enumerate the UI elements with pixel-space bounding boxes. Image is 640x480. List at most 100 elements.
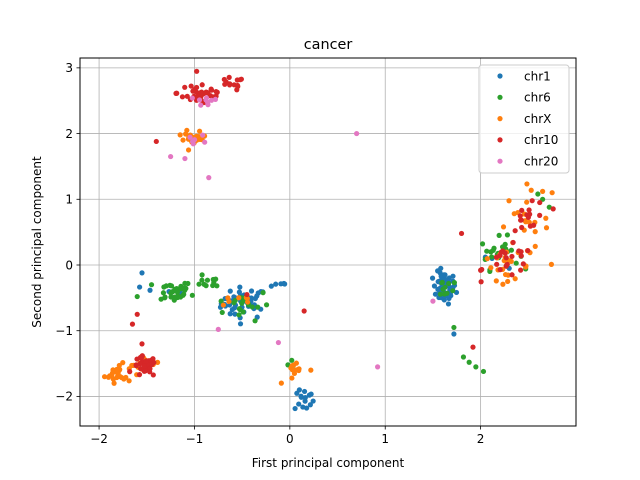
data-point-chr6: [240, 309, 246, 315]
data-point-chr10: [509, 253, 515, 260]
data-point-chr10: [150, 372, 156, 378]
data-point-chr10: [188, 83, 194, 89]
data-point-chr6: [535, 191, 541, 197]
data-point-chr10: [184, 93, 190, 99]
data-point-chr10: [173, 90, 179, 96]
data-point-chrX: [493, 278, 499, 284]
data-point-chr10: [550, 206, 556, 212]
data-point-chr10: [537, 199, 543, 206]
data-point-chr10: [498, 249, 504, 255]
data-point-chr20: [205, 102, 211, 108]
data-point-chr1: [229, 306, 235, 313]
data-point-chrX: [511, 211, 517, 217]
y-tick-label: 1: [65, 193, 73, 207]
data-point-chr1: [451, 331, 457, 337]
data-point-chr10: [493, 254, 500, 260]
data-point-chrX: [101, 374, 108, 380]
data-point-chr10: [127, 369, 133, 375]
data-point-chr10: [182, 84, 188, 90]
data-point-chrX: [289, 367, 296, 373]
x-tick-label: −2: [90, 432, 108, 446]
data-point-chr1: [147, 287, 153, 293]
data-point-chr6: [442, 284, 448, 290]
y-tick-label: 2: [65, 127, 73, 141]
data-point-chr20: [354, 130, 360, 137]
data-point-chrX: [543, 215, 549, 221]
data-point-chr6: [489, 254, 495, 260]
data-point-chr6: [255, 304, 261, 310]
data-point-chr6: [219, 309, 225, 316]
data-point-chr20: [375, 364, 381, 370]
data-point-chr20: [187, 134, 193, 140]
data-point-chr6: [499, 244, 506, 250]
data-point-chr6: [182, 280, 188, 286]
data-point-chr10: [518, 267, 524, 273]
data-point-chr20: [168, 153, 174, 160]
data-point-chr10: [221, 76, 227, 83]
data-point-chr20: [275, 339, 281, 346]
data-point-chr10: [213, 88, 219, 95]
data-point-chr1: [298, 394, 304, 400]
data-point-chr6: [546, 204, 552, 210]
data-point-chr6: [204, 277, 211, 283]
data-point-chrX: [549, 190, 555, 196]
data-point-chr6: [168, 294, 174, 300]
data-point-chr10: [520, 261, 526, 267]
data-point-chr10: [222, 81, 228, 87]
data-point-chr10: [510, 239, 516, 246]
legend-marker: [497, 137, 503, 143]
data-point-chr10: [518, 253, 524, 259]
data-point-chr20: [212, 96, 219, 102]
data-point-chr6: [252, 318, 258, 324]
x-tick-label: 1: [381, 432, 389, 446]
data-point-chrX: [512, 276, 518, 282]
data-point-chr6: [168, 283, 175, 289]
data-point-chr6: [444, 290, 450, 296]
legend-label: chr6: [524, 91, 551, 105]
data-point-chr20: [430, 298, 436, 304]
data-point-chr10: [470, 344, 476, 350]
legend-marker: [497, 158, 503, 164]
legend-item-chr10: chr10: [497, 133, 558, 147]
data-point-chr20: [190, 139, 196, 145]
data-point-chr20: [189, 95, 195, 101]
data-point-chr6: [260, 290, 266, 296]
data-point-chr20: [203, 97, 209, 103]
data-point-chr10: [478, 279, 484, 285]
data-point-chr10: [139, 341, 145, 347]
data-point-chr6: [160, 290, 167, 296]
data-point-chrX: [154, 359, 161, 365]
data-point-chrX: [528, 187, 534, 193]
x-axis-label: First principal component: [252, 456, 405, 470]
data-point-chr10: [199, 82, 205, 88]
data-point-chr6: [289, 357, 295, 363]
data-point-chr6: [182, 287, 188, 293]
data-point-chr6: [211, 279, 217, 286]
data-point-chrX: [105, 374, 112, 380]
legend-marker: [497, 116, 503, 122]
data-point-chrX: [524, 181, 530, 187]
data-point-chr10: [234, 82, 241, 89]
data-point-chr10: [503, 263, 509, 269]
data-point-chr6: [189, 292, 195, 298]
data-point-chrX: [484, 256, 490, 262]
data-point-chrX: [524, 199, 530, 205]
data-point-chr1: [300, 404, 306, 410]
data-point-chr6: [488, 249, 494, 255]
data-point-chrX: [116, 362, 122, 369]
data-point-chrX: [180, 137, 186, 143]
data-point-chr10: [301, 308, 307, 314]
data-point-chr10: [193, 84, 200, 91]
data-point-chr1: [296, 401, 302, 407]
data-point-chrX: [506, 198, 512, 204]
data-point-chrX: [111, 380, 117, 386]
data-point-chr10: [527, 223, 534, 229]
data-point-chr1: [281, 280, 287, 287]
data-point-chr10: [458, 230, 465, 237]
data-point-chr10: [503, 255, 509, 261]
data-point-chrX: [220, 302, 226, 308]
data-point-chr10: [516, 248, 522, 254]
data-point-chrX: [522, 218, 528, 224]
data-point-chr20: [202, 139, 208, 145]
